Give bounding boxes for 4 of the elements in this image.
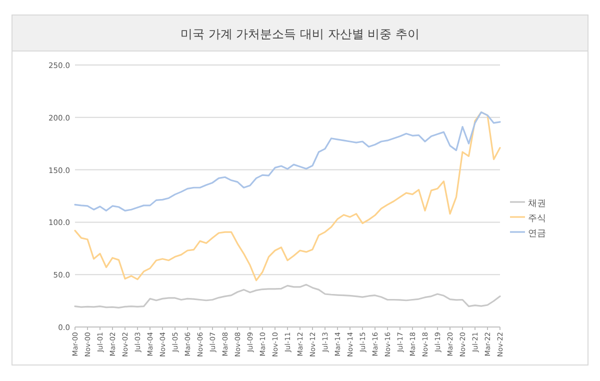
legend-label: 채권 (528, 199, 546, 209)
legend-label: 주식 (528, 214, 546, 224)
legend-label: 연금 (528, 229, 546, 239)
chart-title: 미국 가계 가처분소득 대비 자산별 비중 추이 (180, 27, 420, 41)
